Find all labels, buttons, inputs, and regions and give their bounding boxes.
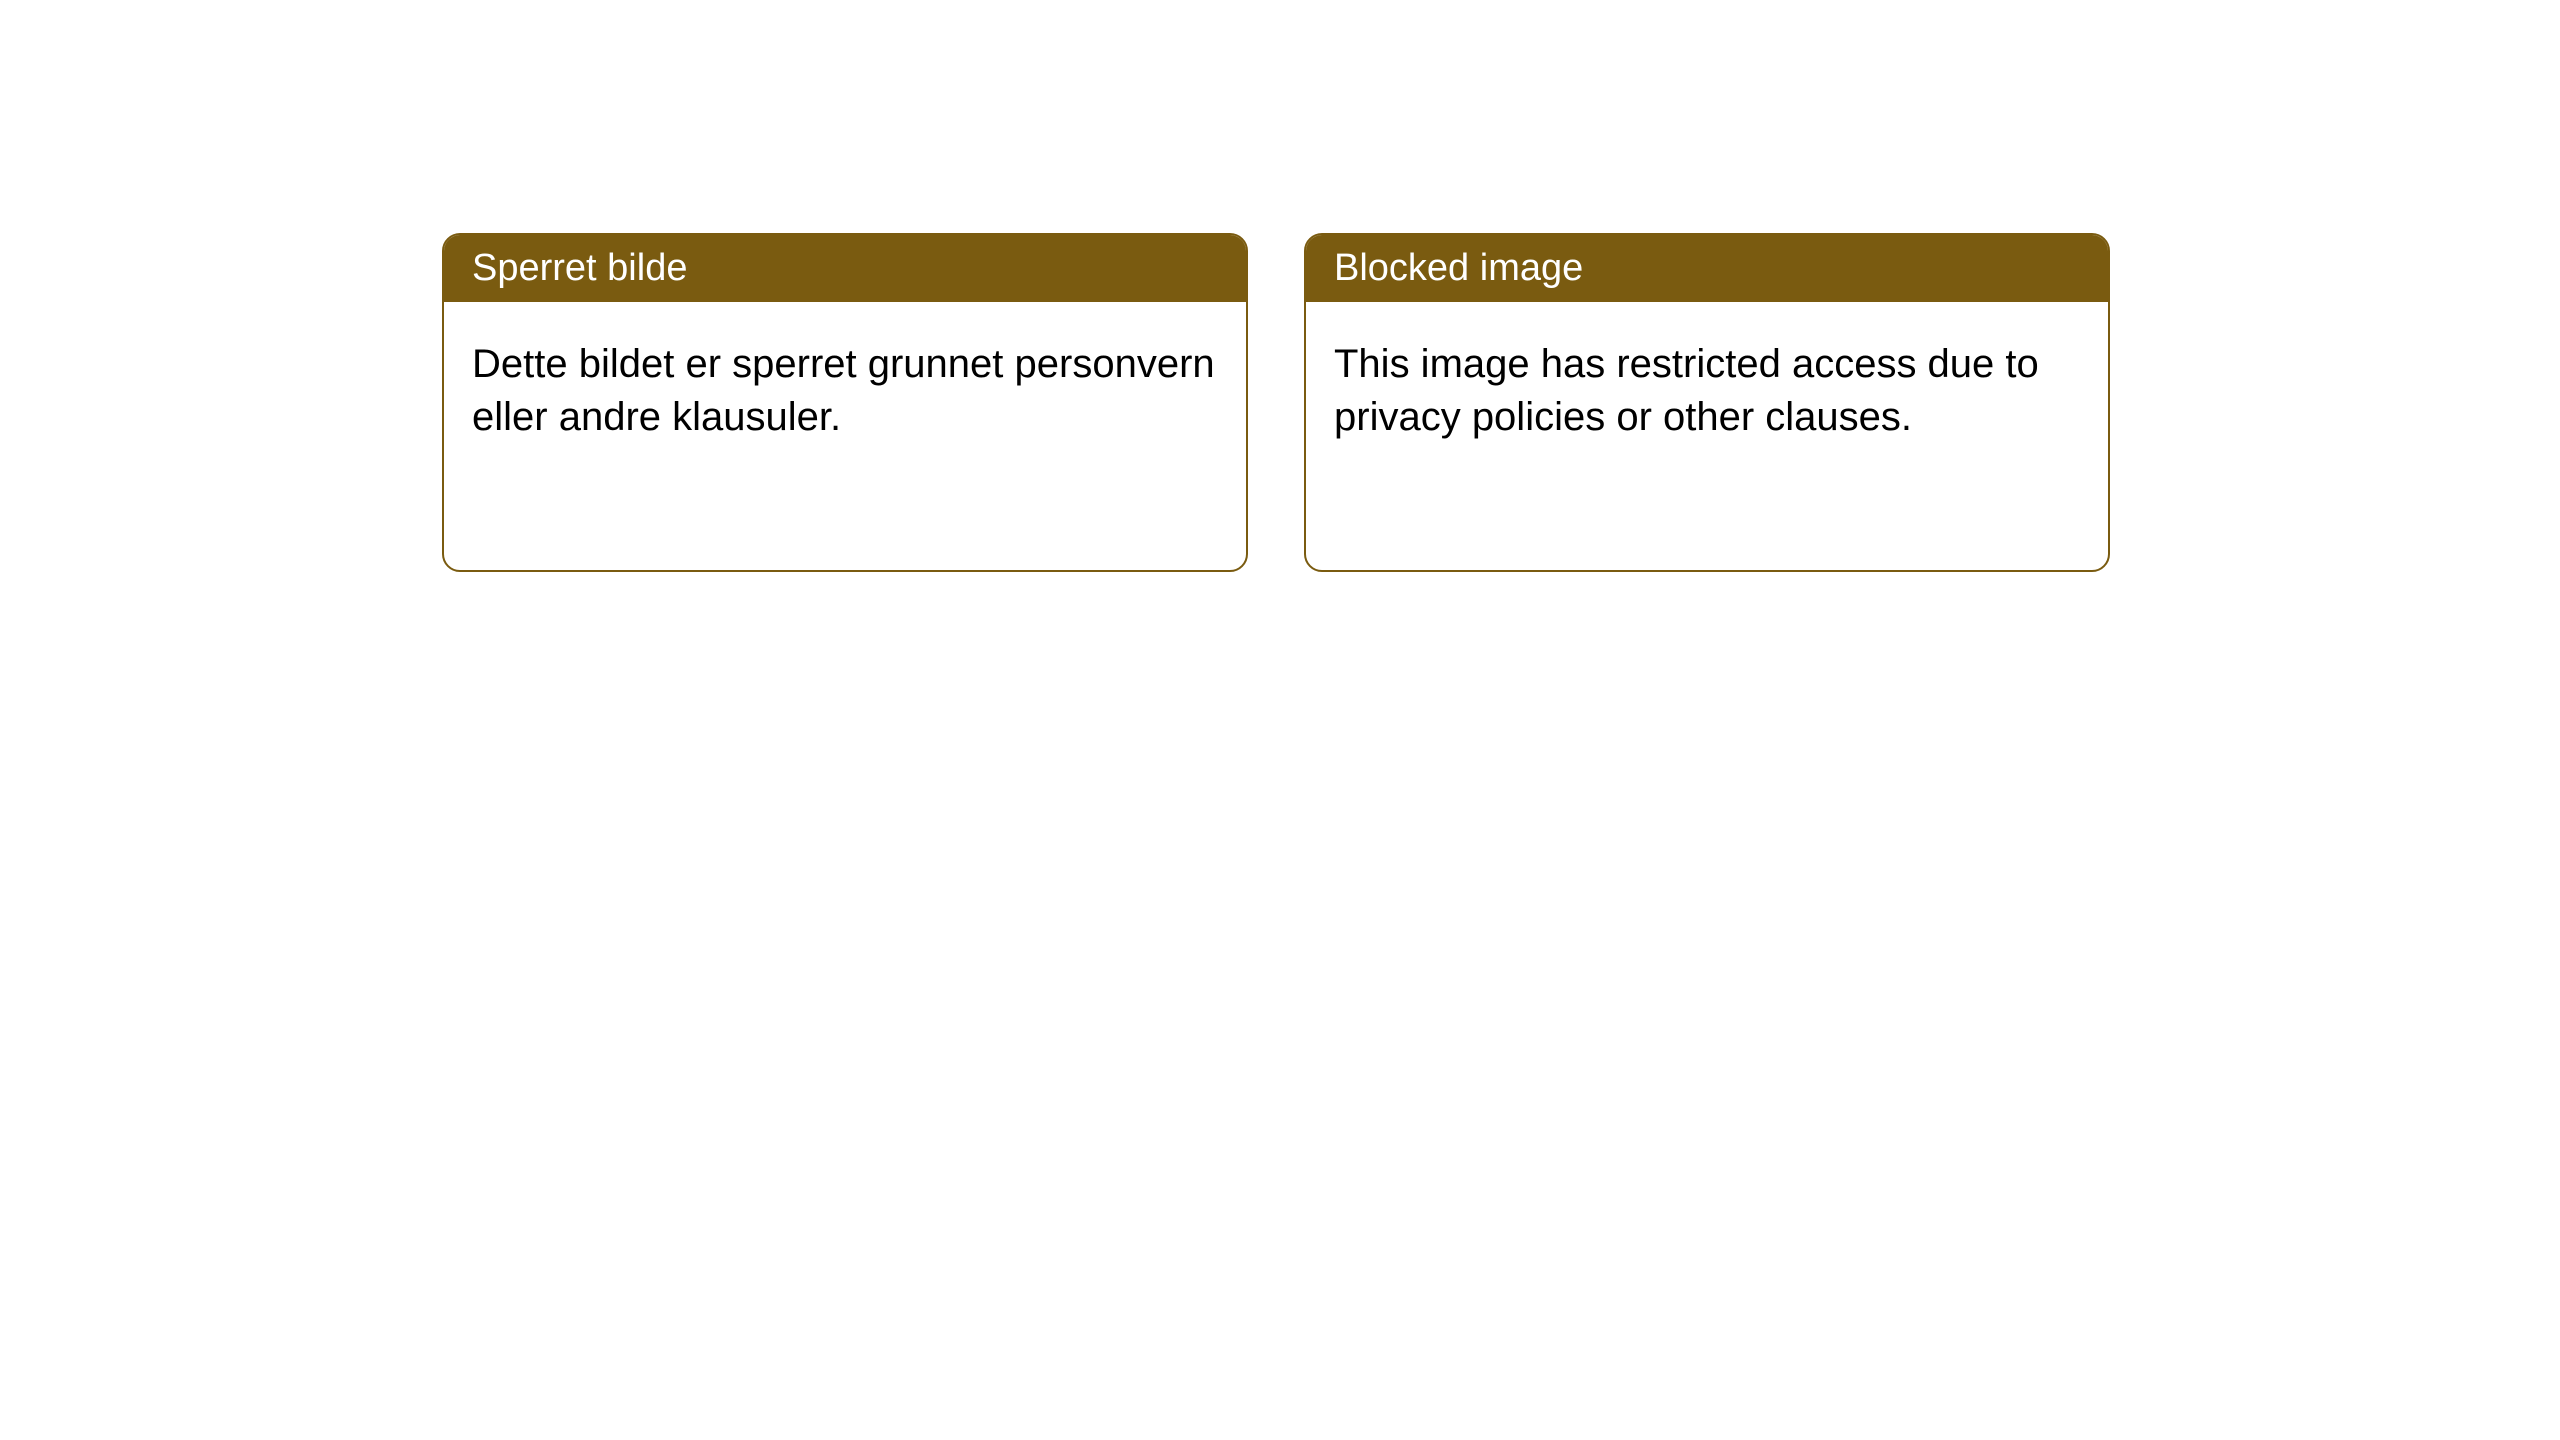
blocked-image-card-en: Blocked image This image has restricted … — [1304, 233, 2110, 572]
card-title: Sperret bilde — [472, 247, 687, 289]
card-body: This image has restricted access due to … — [1306, 302, 2108, 570]
card-message: This image has restricted access due to … — [1334, 338, 2080, 444]
cards-container: Sperret bilde Dette bildet er sperret gr… — [0, 0, 2560, 572]
card-header: Blocked image — [1306, 235, 2108, 302]
card-header: Sperret bilde — [444, 235, 1246, 302]
card-body: Dette bildet er sperret grunnet personve… — [444, 302, 1246, 570]
card-title: Blocked image — [1334, 247, 1583, 289]
blocked-image-card-no: Sperret bilde Dette bildet er sperret gr… — [442, 233, 1248, 572]
card-message: Dette bildet er sperret grunnet personve… — [472, 338, 1218, 444]
